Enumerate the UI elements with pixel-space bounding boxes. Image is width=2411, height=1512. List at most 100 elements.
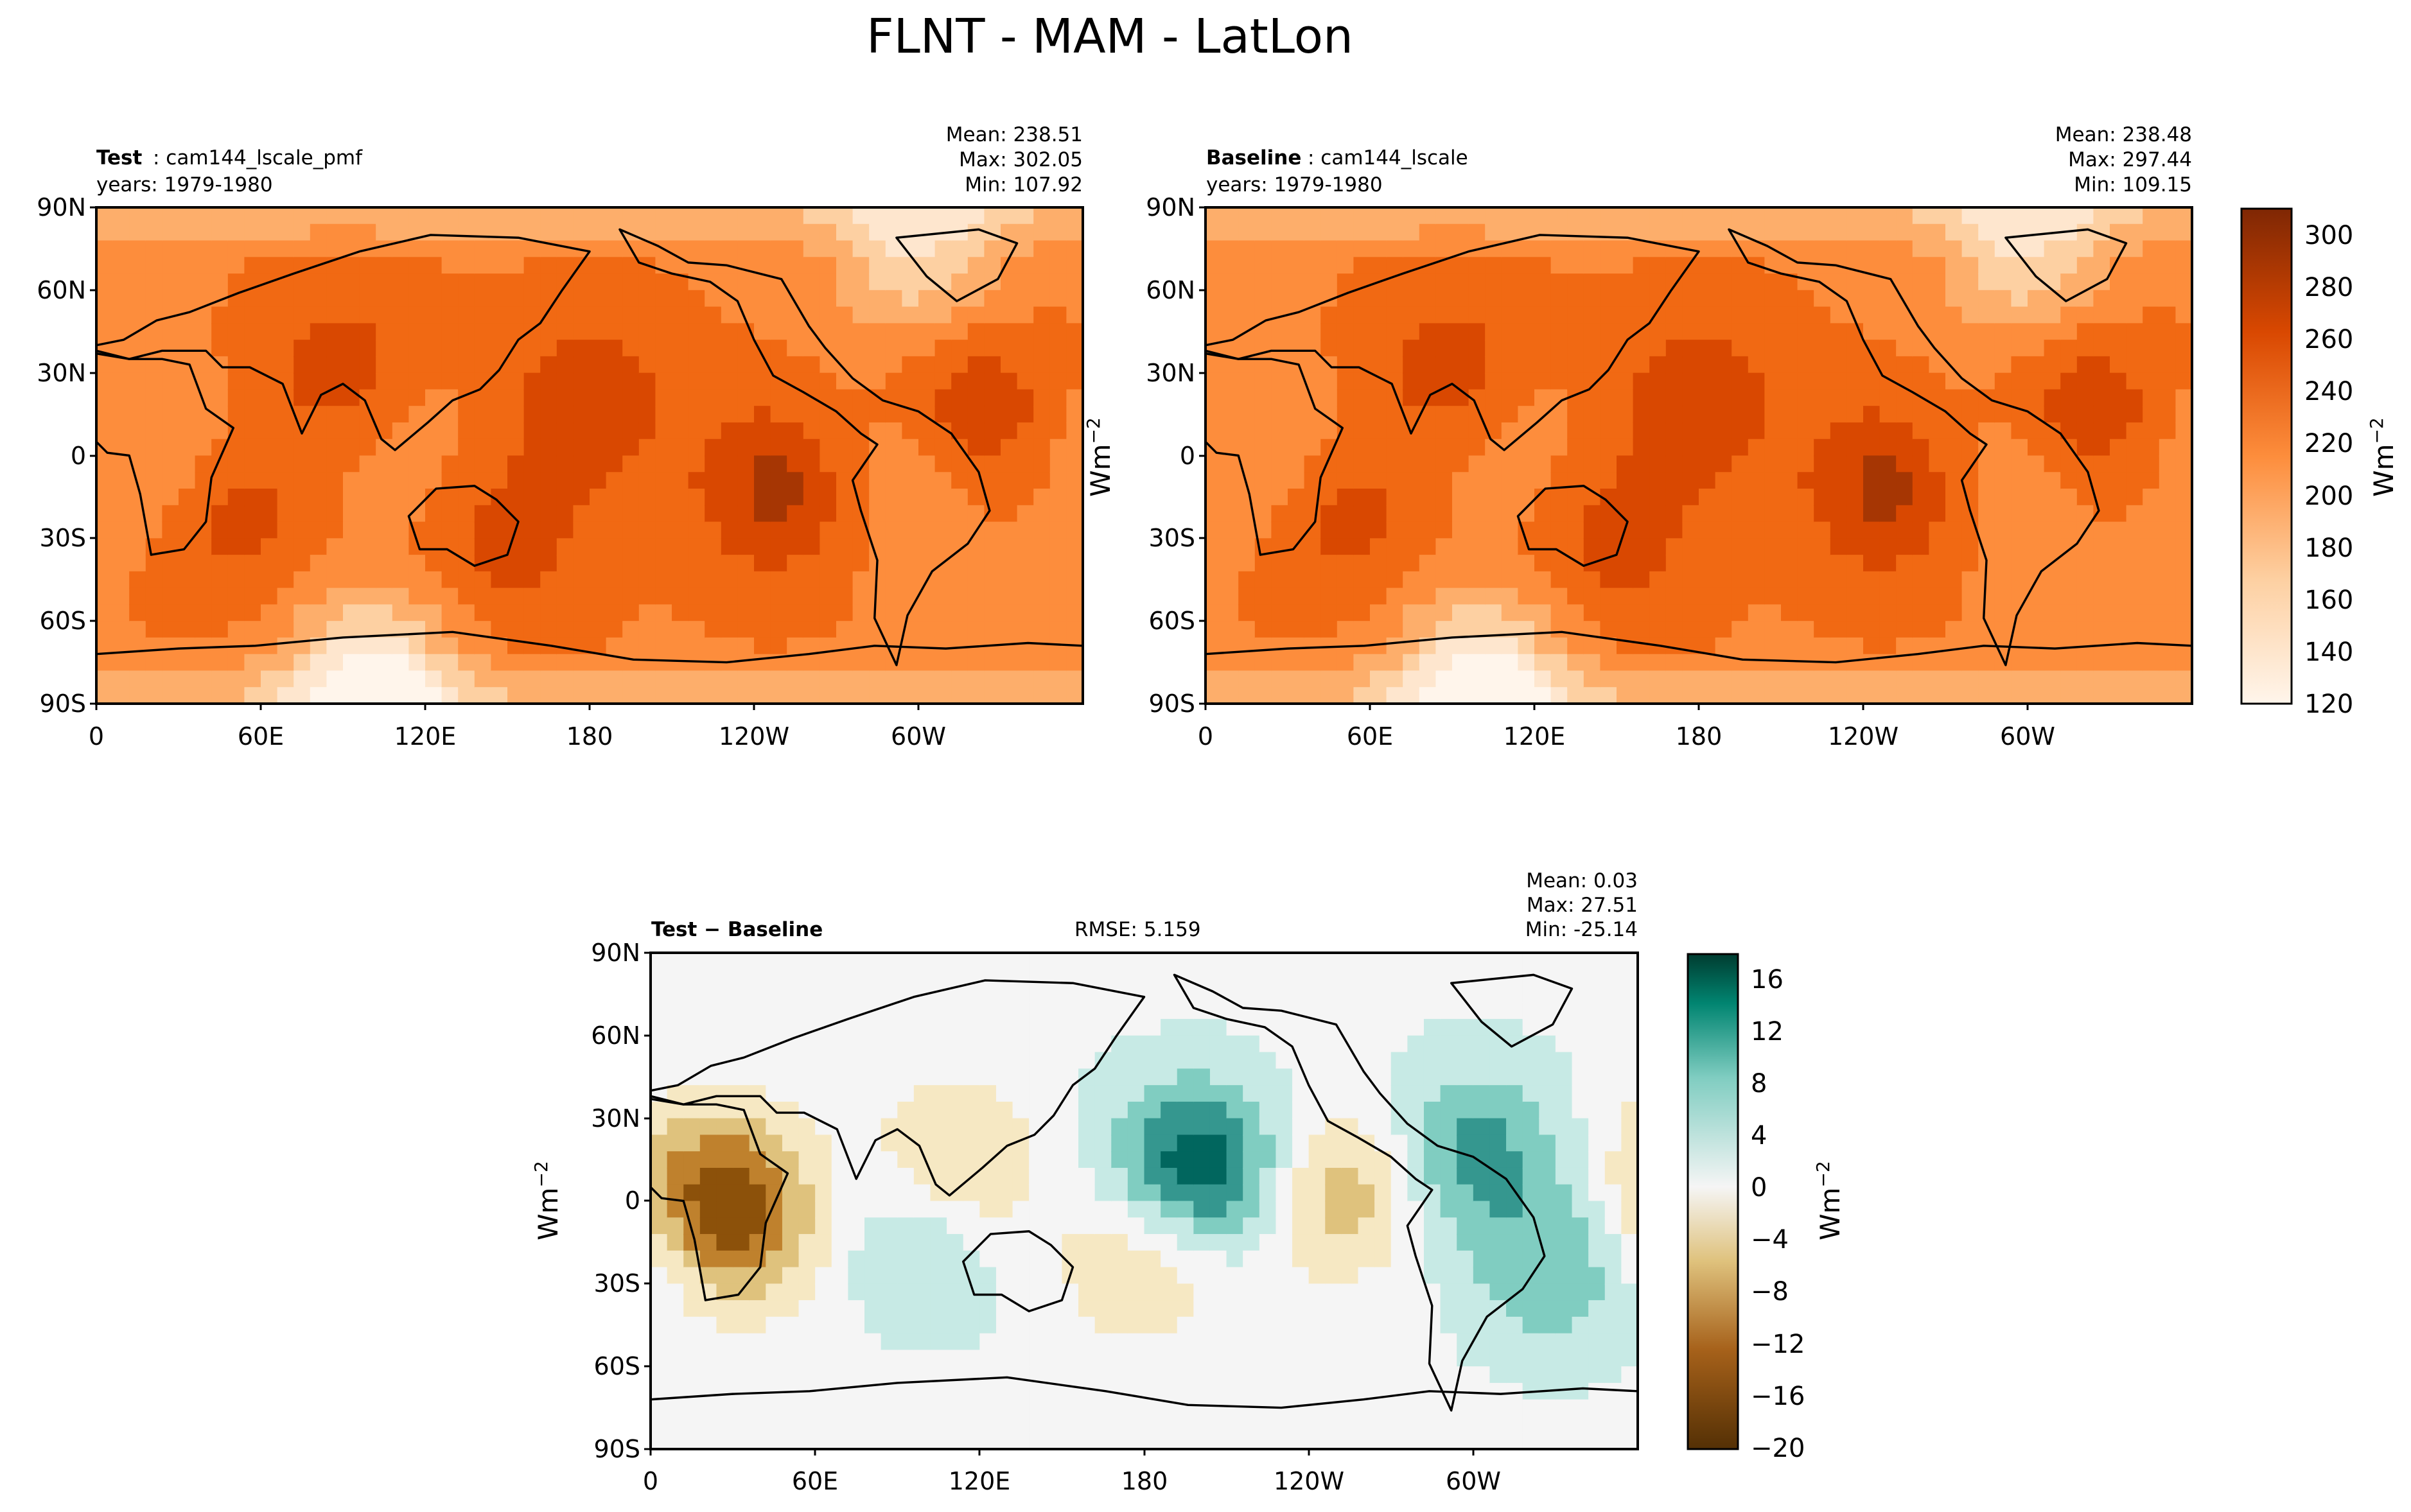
field-cell xyxy=(1254,290,1272,308)
field-cell xyxy=(683,1333,701,1351)
baseline-xtick-1: 60E xyxy=(1347,722,1393,751)
field-cell xyxy=(881,986,899,1004)
field-cell xyxy=(376,274,394,291)
field-cell xyxy=(1978,323,1996,341)
field-cell xyxy=(1017,389,1035,407)
field-cell xyxy=(1550,604,1568,622)
field-cell xyxy=(754,654,771,672)
field-cell xyxy=(1066,323,1083,341)
field-cell xyxy=(749,1184,767,1202)
field-cell xyxy=(1452,306,1469,324)
field-cell xyxy=(963,1217,981,1235)
field-cell xyxy=(836,340,854,358)
field-cell xyxy=(2093,538,2111,556)
field-cell xyxy=(1325,1217,1343,1235)
field-cell xyxy=(836,439,854,456)
field-cell xyxy=(1600,406,1618,424)
field-cell xyxy=(2093,207,2111,225)
field-cell xyxy=(836,587,854,605)
field-cell xyxy=(2143,274,2161,291)
field-cell xyxy=(1161,1134,1179,1152)
field-cell xyxy=(1468,439,1486,456)
field-cell xyxy=(1017,406,1035,424)
field-cell xyxy=(699,1366,717,1384)
field-cell xyxy=(2028,340,2045,358)
field-cell xyxy=(179,604,196,622)
field-cell xyxy=(770,505,788,523)
field-cell xyxy=(1485,274,1503,291)
field-cell xyxy=(1567,306,1585,324)
field-cell xyxy=(934,340,952,358)
field-cell xyxy=(1066,389,1083,407)
field-cell xyxy=(1017,323,1035,341)
field-cell xyxy=(699,1217,717,1235)
field-cell xyxy=(425,306,443,324)
field-cell xyxy=(864,986,882,1004)
field-cell xyxy=(359,571,377,589)
field-cell xyxy=(1386,687,1404,704)
field-cell xyxy=(1699,372,1716,390)
field-cell xyxy=(749,1399,767,1417)
field-cell xyxy=(145,505,163,523)
field-cell xyxy=(1001,538,1018,556)
field-cell xyxy=(733,1134,750,1152)
field-cell xyxy=(1797,555,1815,573)
field-cell xyxy=(902,538,920,556)
field-cell xyxy=(869,257,887,275)
field-cell xyxy=(2126,340,2144,358)
field-cell xyxy=(590,505,607,523)
field-cell xyxy=(129,389,147,407)
field-cell xyxy=(1288,257,1305,275)
field-cell xyxy=(326,654,344,672)
field-cell xyxy=(129,372,147,390)
field-cell xyxy=(1292,1085,1310,1103)
field-cell xyxy=(1111,1416,1129,1434)
field-cell xyxy=(1994,274,2012,291)
field-cell xyxy=(798,1234,816,1252)
field-cell xyxy=(1797,306,1815,324)
field-cell xyxy=(1748,455,1766,473)
field-cell xyxy=(934,323,952,341)
field-cell xyxy=(1781,654,1798,672)
field-cell xyxy=(2093,654,2111,672)
field-cell xyxy=(1863,505,1881,523)
field-cell xyxy=(2159,604,2177,622)
field-cell xyxy=(523,274,541,291)
field-cell xyxy=(1111,1217,1129,1235)
baseline-stat-min: Min: 109.15 xyxy=(2074,173,2192,196)
field-cell xyxy=(1254,670,1272,688)
field-cell xyxy=(2159,455,2177,473)
field-cell xyxy=(699,969,717,987)
field-cell xyxy=(1066,455,1083,473)
field-cell xyxy=(343,538,360,556)
field-cell xyxy=(1929,538,1947,556)
field-cell xyxy=(1846,587,1864,605)
field-cell xyxy=(963,1399,981,1417)
field-cell xyxy=(1978,422,1996,440)
field-cell xyxy=(651,1300,668,1318)
field-cell xyxy=(1633,340,1651,358)
field-cell xyxy=(1665,240,1683,258)
field-cell xyxy=(1945,472,1963,490)
field-cell xyxy=(1978,207,1996,225)
field-cell xyxy=(820,306,837,324)
field-cell xyxy=(1012,1283,1030,1301)
field-cell xyxy=(1896,604,1914,622)
field-cell xyxy=(918,389,936,407)
field-cell xyxy=(1276,1118,1293,1136)
field-cell xyxy=(277,422,295,440)
field-cell xyxy=(1419,406,1437,424)
field-cell xyxy=(1308,1382,1326,1400)
field-cell xyxy=(573,505,591,523)
field-cell xyxy=(1062,986,1080,1004)
field-cell xyxy=(1945,439,1963,456)
field-cell xyxy=(655,555,673,573)
field-cell xyxy=(716,1234,734,1252)
field-cell xyxy=(129,654,147,672)
field-cell xyxy=(2060,505,2078,523)
field-cell xyxy=(1583,274,1601,291)
field-cell xyxy=(179,240,196,258)
field-cell xyxy=(1254,406,1272,424)
field-cell xyxy=(672,587,689,605)
field-cell xyxy=(622,687,640,704)
